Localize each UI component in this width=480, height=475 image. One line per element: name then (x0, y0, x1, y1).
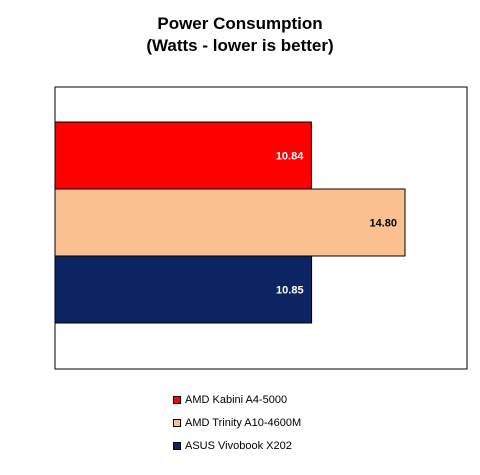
bar-asus-vivobook-x202 (54, 255, 313, 324)
legend-swatch-trinity (173, 419, 181, 427)
legend: AMD Kabini A4-5000 AMD Trinity A10-4600M… (173, 390, 301, 459)
data-label-asus-vivobook-x202: 10.85 (276, 285, 304, 297)
legend-label-vivobook: ASUS Vivobook X202 (185, 440, 292, 452)
legend-label-trinity: AMD Trinity A10-4600M (185, 417, 302, 429)
data-label-amd-trinity-a10-4600m: 14.80 (369, 218, 397, 230)
data-label-amd-kabini-a4-5000: 10.84 (276, 151, 304, 163)
legend-item-vivobook: ASUS Vivobook X202 (173, 436, 301, 456)
legend-item-kabini: AMD Kabini A4-5000 (173, 390, 301, 410)
bar-amd-kabini-a4-5000 (54, 121, 312, 190)
legend-swatch-vivobook (173, 442, 181, 450)
legend-label-kabini: AMD Kabini A4-5000 (185, 394, 288, 406)
chart-subtitle: (Watts - lower is better) (146, 36, 334, 55)
legend-item-trinity: AMD Trinity A10-4600M (173, 413, 301, 433)
chart-title: Power Consumption (157, 14, 323, 33)
bar-amd-trinity-a10-4600m (54, 188, 406, 257)
legend-swatch-kabini (173, 396, 181, 404)
